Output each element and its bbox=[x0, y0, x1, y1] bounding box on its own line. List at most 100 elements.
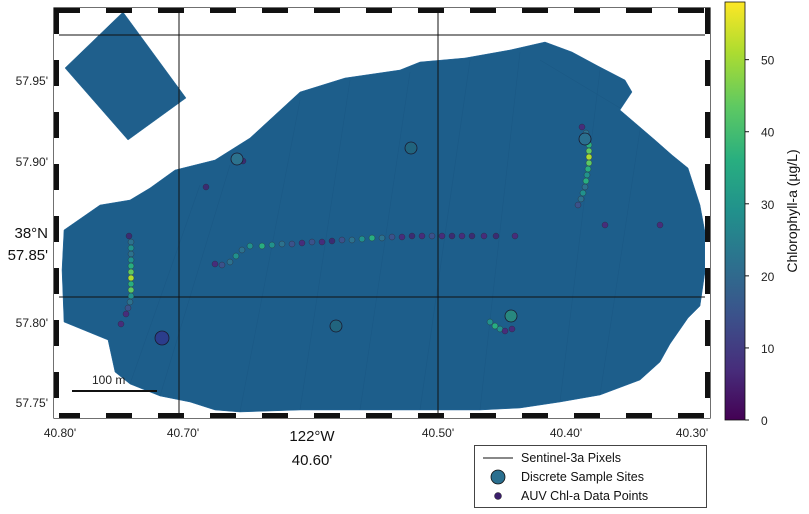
frame-segment bbox=[705, 8, 710, 34]
auv-track-southeast bbox=[486, 318, 516, 335]
lon-tick-label: 40.40' bbox=[550, 426, 582, 440]
auv-track-west bbox=[117, 232, 135, 328]
frame-segment bbox=[54, 190, 59, 216]
legend-label-sites: Discrete Sample Sites bbox=[521, 470, 644, 484]
auv-track-central bbox=[211, 232, 519, 269]
frame-segment bbox=[574, 413, 600, 418]
frame-segment bbox=[54, 8, 59, 34]
lat-tick-label: 57.90' bbox=[16, 155, 48, 169]
frame-segment bbox=[210, 8, 236, 13]
frame-segment bbox=[444, 8, 470, 13]
circle-icon bbox=[490, 469, 506, 485]
frame-segment bbox=[678, 413, 704, 418]
frame-segment bbox=[626, 8, 652, 13]
frame-segment bbox=[54, 8, 80, 13]
frame-segment bbox=[678, 8, 704, 13]
frame-segment bbox=[54, 34, 59, 60]
frame-segment bbox=[600, 8, 626, 13]
frame-segment bbox=[314, 8, 340, 13]
legend-item-auv: AUV Chl-a Data Points bbox=[475, 487, 706, 505]
imagery-tile-nw bbox=[64, 11, 187, 141]
frame-segment bbox=[340, 8, 366, 13]
frame-segment bbox=[652, 8, 678, 13]
frame-segment bbox=[366, 413, 392, 418]
frame-segment bbox=[158, 8, 184, 13]
lat-tick-label: 57.95' bbox=[16, 74, 48, 88]
legend-item-pixels: Sentinel-3a Pixels bbox=[475, 449, 706, 467]
colorbar-tick-label: 0 bbox=[761, 414, 768, 428]
dot-icon bbox=[494, 492, 502, 500]
frame-segment bbox=[236, 8, 262, 13]
frame-segment bbox=[444, 413, 470, 418]
lon-tick-label: 40.80' bbox=[44, 426, 76, 440]
frame-segment bbox=[705, 112, 710, 138]
frame-segment bbox=[236, 413, 262, 418]
frame-segment bbox=[262, 8, 288, 13]
colorbar-ticks: 0 10 20 30 40 50 bbox=[745, 54, 775, 428]
frame-segment bbox=[522, 413, 548, 418]
line-icon bbox=[483, 457, 513, 459]
lat-tick-label: 57.75' bbox=[16, 396, 48, 410]
frame-segment bbox=[705, 216, 710, 242]
frame-segment bbox=[54, 346, 59, 372]
frame-segment bbox=[548, 413, 574, 418]
frame-segment bbox=[705, 34, 710, 60]
lon-tick-label: 40.50' bbox=[422, 426, 454, 440]
frame-segment bbox=[418, 413, 444, 418]
legend-label-auv: AUV Chl-a Data Points bbox=[521, 489, 649, 503]
frame-segment bbox=[54, 268, 59, 294]
frame-segment bbox=[210, 413, 236, 418]
frame-segment bbox=[705, 346, 710, 372]
frame-segment bbox=[705, 320, 710, 346]
frame-segment bbox=[54, 164, 59, 190]
lon-center-minute: 40.60' bbox=[292, 452, 333, 469]
checkered-frame-border bbox=[54, 8, 710, 418]
imagery-mosaic bbox=[61, 41, 706, 413]
frame-segment bbox=[705, 242, 710, 268]
frame-segment bbox=[705, 86, 710, 112]
frame-segment bbox=[496, 8, 522, 13]
frame-segment bbox=[705, 164, 710, 190]
lat-tick-label: 57.80' bbox=[16, 316, 48, 330]
frame-segment bbox=[80, 8, 106, 13]
frame-segment bbox=[496, 413, 522, 418]
frame-segment bbox=[54, 216, 59, 242]
colorbar-tick-label: 10 bbox=[761, 342, 775, 356]
frame-segment bbox=[705, 294, 710, 320]
frame-segment bbox=[574, 8, 600, 13]
legend-label-pixels: Sentinel-3a Pixels bbox=[521, 451, 622, 465]
sentinel-pixel-grid bbox=[54, 8, 710, 418]
frame-segment bbox=[314, 413, 340, 418]
frame-segment bbox=[54, 86, 59, 112]
colorbar-tick-label: 40 bbox=[761, 126, 775, 140]
frame-segment bbox=[132, 413, 158, 418]
colorbar bbox=[724, 1, 746, 421]
frame-segment bbox=[392, 8, 418, 13]
scale-bar-label: 100 m bbox=[92, 373, 125, 387]
frame-segment bbox=[366, 8, 392, 13]
frame-segment bbox=[54, 372, 59, 398]
frame-segment bbox=[705, 138, 710, 164]
frame-segment bbox=[158, 413, 184, 418]
frame-segment bbox=[470, 413, 496, 418]
colorbar-tick-label: 30 bbox=[761, 198, 775, 212]
frame-segment bbox=[106, 8, 132, 13]
frame-segment bbox=[470, 8, 496, 13]
auv-track-east bbox=[574, 123, 664, 229]
frame-segment bbox=[54, 112, 59, 138]
colorbar-title: Chlorophyll-a (µg/L) bbox=[784, 149, 800, 272]
frame-segment bbox=[418, 8, 444, 13]
frame-segment bbox=[54, 60, 59, 86]
frame-segment bbox=[600, 413, 626, 418]
frame-segment bbox=[184, 8, 210, 13]
frame-segment bbox=[705, 372, 710, 398]
lat-center-minute: 57.85' bbox=[8, 247, 49, 264]
frame-segment bbox=[705, 398, 710, 418]
colorbar-tick-label: 50 bbox=[761, 54, 775, 68]
legend-item-sites: Discrete Sample Sites bbox=[475, 468, 706, 486]
frame-segment bbox=[106, 413, 132, 418]
frame-segment bbox=[132, 8, 158, 13]
frame-segment bbox=[54, 398, 59, 418]
frame-segment bbox=[705, 60, 710, 86]
lon-tick-label: 40.30' bbox=[676, 426, 708, 440]
